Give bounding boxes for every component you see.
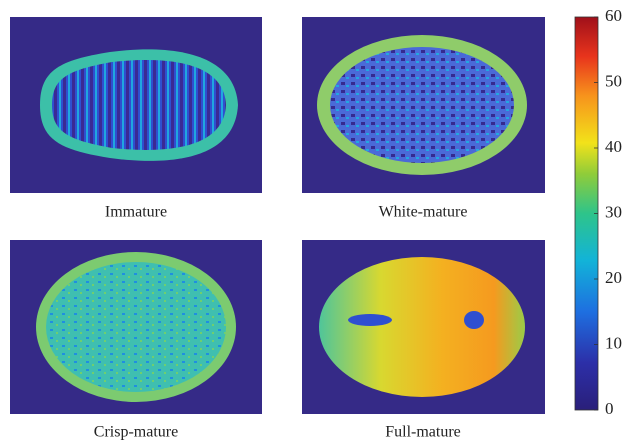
fruit-core — [52, 60, 226, 150]
fruit-core — [330, 47, 514, 163]
tick-label: 20 — [605, 268, 622, 287]
tick-label: 10 — [605, 333, 622, 352]
panel-label: Full-mature — [385, 424, 461, 441]
tick-label: 50 — [605, 71, 622, 90]
fruit-core — [46, 262, 226, 392]
tick-label: 40 — [605, 137, 622, 156]
tick-label: 0 — [605, 399, 614, 418]
figure: Immature White-mature Crisp-mature Full-mat… — [0, 0, 627, 442]
tick-label: 30 — [605, 202, 622, 221]
panel-label: Crisp-mature — [94, 424, 178, 441]
panel-label: White-mature — [379, 204, 468, 221]
fruit-body — [319, 257, 525, 397]
fruit-spot — [464, 311, 484, 329]
tick-label: 60 — [605, 6, 622, 25]
fruit-spot — [348, 314, 392, 326]
panel-label: Immature — [105, 204, 167, 221]
